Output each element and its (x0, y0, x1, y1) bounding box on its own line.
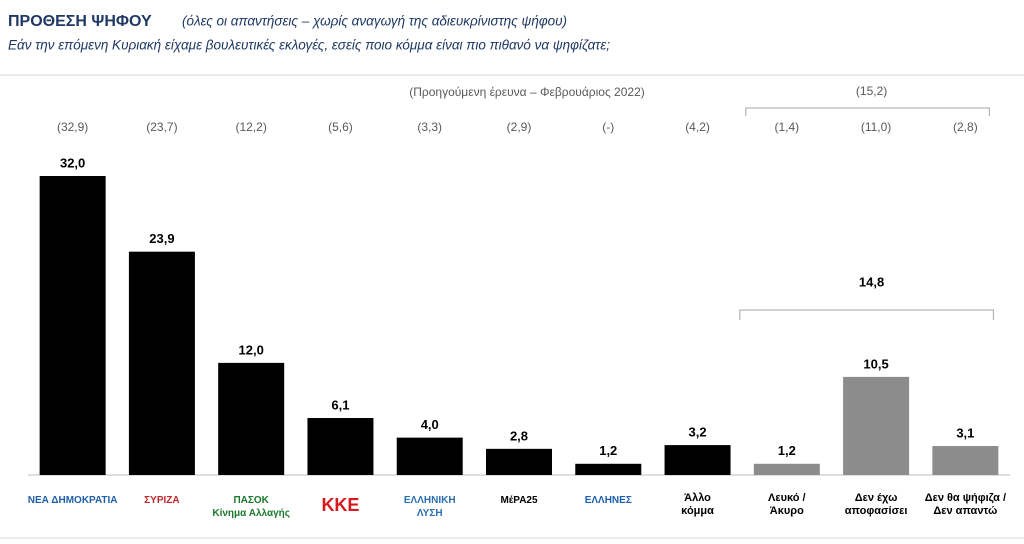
title-note: (όλες οι απαντήσεις – χωρίς αναγωγή της … (182, 14, 567, 29)
previous-label: (3,3) (417, 120, 442, 134)
value-label: 10,5 (863, 356, 888, 371)
previous-label: (2,9) (507, 120, 532, 134)
bar (664, 445, 731, 475)
category-label: Δεν έχω αποφασίσει (844, 492, 908, 517)
value-label: 1,2 (599, 443, 617, 458)
bar (128, 251, 195, 475)
value-label: 6,1 (331, 397, 349, 412)
category-label: ΠΑΣΟΚ Κίνημα Αλλαγής (212, 495, 290, 519)
bar (307, 418, 374, 475)
previous-label: (11,0) (861, 120, 891, 134)
value-label: 32,0 (60, 155, 85, 170)
category-label: Λευκό / Άκυρο (768, 492, 806, 517)
value-label: 2,8 (510, 428, 528, 443)
category-label: ΕΛΛΗΝΕΣ (584, 495, 632, 506)
previous-label: (12,2) (236, 120, 267, 134)
value-label: 12,0 (239, 342, 264, 357)
category-label: Άλλο κόμμα (681, 492, 714, 517)
previous-label: (5,6) (328, 120, 353, 134)
category-label: ΚΚΕ (321, 495, 360, 515)
previous-label: (4,2) (685, 120, 710, 134)
bar (932, 446, 999, 475)
value-label: 23,9 (149, 231, 174, 246)
bar (218, 362, 285, 475)
previous-label: (1,4) (774, 120, 799, 134)
group-label: 14,8 (859, 274, 884, 289)
subtitle: Εάν την επόμενη Κυριακή είχαμε βουλευτικ… (8, 38, 610, 53)
group-bracket (739, 309, 994, 320)
bar (843, 376, 910, 475)
bar (753, 463, 820, 475)
previous-group-label: (15,2) (856, 84, 887, 98)
bar (39, 176, 106, 475)
value-label: 4,0 (421, 417, 439, 432)
category-label: Δεν θα ψήφιζα / Δεν απαντώ (924, 492, 1007, 517)
previous-label: (23,7) (146, 120, 177, 134)
category-label: ΕΛΛΗΝΙΚΗ ΛΥΣΗ (403, 495, 456, 519)
category-label: ΜέΡΑ25 (500, 495, 538, 506)
previous-label: (-) (602, 120, 614, 134)
value-label: 3,1 (956, 425, 974, 440)
bar (396, 437, 463, 475)
previous-caption: (Προηγούμενη έρευνα – Φεβρουάριος 2022) (409, 85, 645, 99)
category-label: ΣΥΡΙΖΑ (144, 495, 180, 506)
category-label: ΝΕΑ ΔΗΜΟΚΡΑΤΙΑ (27, 495, 118, 506)
previous-label: (2,8) (953, 120, 978, 134)
value-label: 1,2 (778, 443, 796, 458)
previous-label: (32,9) (57, 120, 88, 134)
bar (575, 463, 642, 475)
value-label: 3,2 (689, 425, 707, 440)
previous-bracket (745, 107, 990, 116)
chart-title: ΠΡΟΘΕΣΗ ΨΗΦΟΥ (8, 13, 152, 30)
bar (486, 448, 552, 475)
